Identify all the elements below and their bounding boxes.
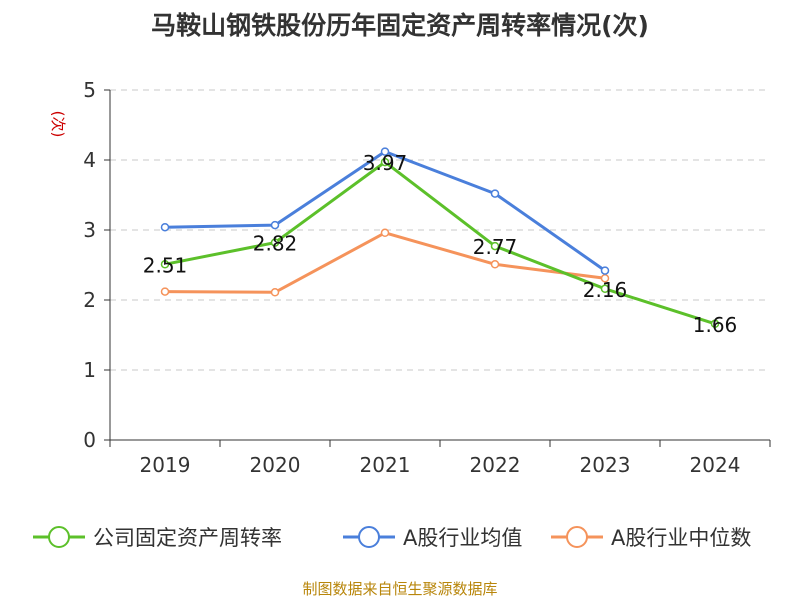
series-lines <box>160 147 720 329</box>
data-label: 2.77 <box>473 235 518 259</box>
data-point <box>380 157 390 167</box>
data-point <box>160 287 170 296</box>
data-point <box>380 147 390 156</box>
data-point <box>490 260 500 269</box>
y-tick-label: 2 <box>83 288 96 312</box>
x-tick-label: 2019 <box>140 453 191 477</box>
chart-title: 马鞍山钢铁股份历年固定资产周转率情况(次) <box>151 11 649 40</box>
data-point <box>160 260 170 269</box>
data-point <box>600 266 610 275</box>
y-tick-label: 3 <box>83 218 96 242</box>
data-labels: 2.51 2.82 3.97 2.77 2.16 1.66 <box>143 151 738 337</box>
x-tick-label: 2024 <box>690 453 741 477</box>
y-tick-label: 1 <box>83 358 96 382</box>
legend-label[interactable]: A股行业中位数 <box>611 526 751 550</box>
legend-label[interactable]: 公司固定资产周转率 <box>93 526 282 550</box>
x-tick-label: 2020 <box>250 453 301 477</box>
grid-lines <box>110 89 770 371</box>
legend-marker <box>358 526 380 548</box>
data-point <box>270 238 280 247</box>
data-point <box>490 189 500 198</box>
x-tick-label: 2021 <box>360 453 411 477</box>
data-point <box>270 220 280 230</box>
data-point <box>270 288 280 297</box>
x-tick-label: 2023 <box>580 453 631 477</box>
y-tick-label: 0 <box>83 428 96 452</box>
y-tick-label: 5 <box>83 78 96 102</box>
data-point <box>710 319 720 329</box>
data-point <box>490 241 500 251</box>
data-label: 2.16 <box>583 278 628 302</box>
data-point <box>160 222 170 232</box>
x-tick-label: 2022 <box>470 453 521 477</box>
data-label: 2.51 <box>143 253 188 277</box>
data-label: 1.66 <box>693 313 738 337</box>
y-axis-unit-label: (次) <box>49 111 67 138</box>
legend-marker <box>566 526 588 548</box>
data-label: 3.97 <box>363 151 408 175</box>
data-point <box>380 228 390 238</box>
legend[interactable]: 公司固定资产周转率 A股行业均值 A股行业中位数 <box>33 526 751 550</box>
y-tick-label: 4 <box>83 148 96 172</box>
data-label: 2.82 <box>253 232 298 256</box>
legend-label[interactable]: A股行业均值 <box>403 526 522 550</box>
axes: 0 1 2 3 4 5 2019 2020 2021 2022 2023 2024 <box>83 78 771 477</box>
legend-marker <box>48 526 70 548</box>
data-point <box>600 284 610 294</box>
series-line-0 <box>164 160 716 326</box>
data-source-note: 制图数据来自恒生聚源数据库 <box>302 580 498 598</box>
